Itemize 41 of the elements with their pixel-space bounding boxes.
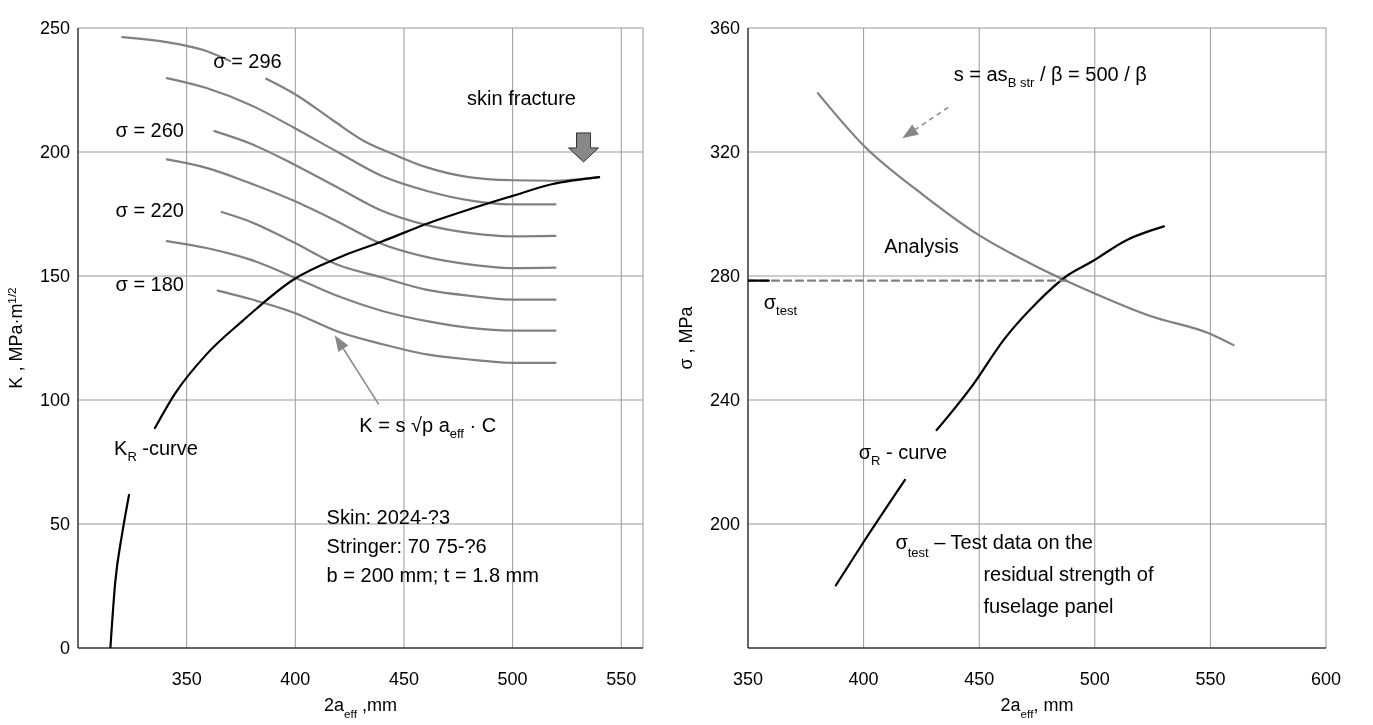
x-tick-label: 450 xyxy=(388,668,419,689)
y-tick-label: 320 xyxy=(709,142,740,163)
y-axis-title: σ , MPa xyxy=(676,305,696,370)
annotation: σ = 180 xyxy=(115,273,185,296)
x-tick-label: 500 xyxy=(497,668,528,689)
x-tick-label: 400 xyxy=(280,668,311,689)
y-tick-label: 0 xyxy=(59,638,70,659)
annotation: s = as$_{B str}$ / β = 500 / β xyxy=(953,63,1147,91)
annotation: Analysis xyxy=(884,235,959,258)
x-tick-label: 550 xyxy=(1195,668,1226,689)
x-axis-title: 2a$_{eff}$ ,mm xyxy=(324,695,397,720)
line-series xyxy=(220,210,557,301)
x-axis-title: 2a$_{eff}$, mm xyxy=(1000,695,1074,720)
y-tick-label: 200 xyxy=(39,142,70,163)
y-tick-label: 280 xyxy=(709,266,740,287)
line-series xyxy=(213,130,557,238)
y-tick-label: 250 xyxy=(39,18,70,39)
x-tick-label: 400 xyxy=(848,668,879,689)
y-tick-label: 240 xyxy=(709,390,740,411)
x-tick-label: 550 xyxy=(606,668,637,689)
annotation: K$_{R}$ -curve xyxy=(114,436,198,464)
annotation: σ$_{test}$ xyxy=(763,291,798,318)
x-tick-label: 350 xyxy=(171,668,202,689)
y-tick-label: 200 xyxy=(709,514,740,535)
x-tick-label: 600 xyxy=(1310,668,1342,689)
annotation: σ = 260 xyxy=(115,119,185,142)
line-series xyxy=(216,289,557,364)
annotation: Skin: 2024-?3 Stringer: 70 75-?6 b = 200 mm; t = 1.8 mm xyxy=(326,506,539,586)
x-tick-label: 350 xyxy=(732,668,764,689)
y-tick-label: 150 xyxy=(39,266,70,287)
annotation: σ$_{test}$ – Test data on the residual strength of fuselage panel xyxy=(895,530,1154,617)
x-tick-label: 450 xyxy=(964,668,995,689)
annotation: σ$_{R}$ - curve xyxy=(858,441,948,468)
x-tick-label: 500 xyxy=(1079,668,1110,689)
annotation: K = s √p a$_{eff}$ · C xyxy=(359,414,497,442)
y-tick-label: 100 xyxy=(39,390,70,411)
annotation: σ = 220 xyxy=(115,198,185,221)
annotation: skin fracture xyxy=(467,87,576,110)
y-tick-label: 50 xyxy=(49,514,70,535)
y-tick-label: 360 xyxy=(709,18,740,39)
annotation: σ = 296 xyxy=(213,50,282,72)
